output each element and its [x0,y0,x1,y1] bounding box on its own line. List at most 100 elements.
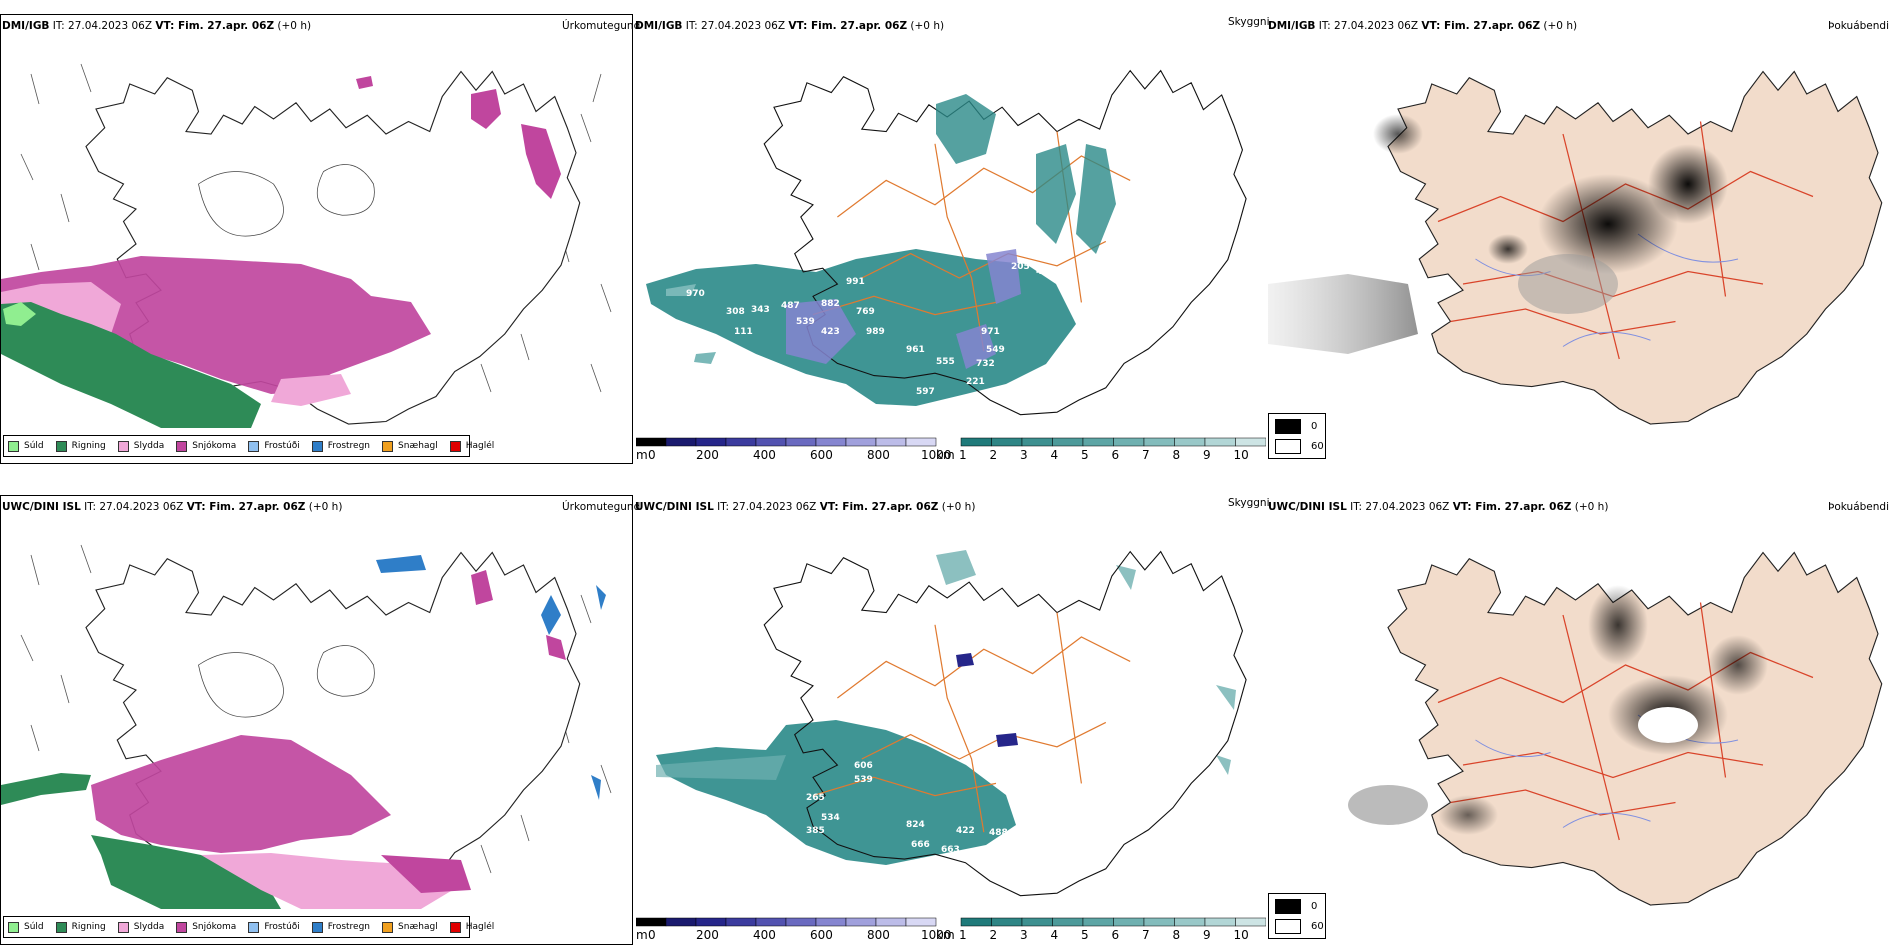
fog-type-label-2: Þokuábendi [1828,501,1889,513]
fog-swatch [1275,899,1301,914]
scale-swatch-m [785,917,817,927]
scale-tick-m: 200 [696,448,719,462]
fog-swatch [1275,919,1301,934]
scale-tick-km: 8 [1173,448,1181,462]
fog-swatch [1275,419,1301,434]
precip-title-2: UWC/DINI ISL IT: 27.04.2023 06Z VT: Fim.… [2,501,343,513]
precip-legend-1: Súld Rigning Slydda Snjókoma Frostúði Fr… [3,435,494,457]
visibility-value-label: 549 [986,345,1005,355]
fog-title-2: UWC/DINI ISL IT: 27.04.2023 06Z VT: Fim.… [1268,501,1609,513]
visibility-value-label: 385 [806,826,825,836]
scale-swatch-km [1235,917,1267,927]
visibility-value-label: 769 [856,307,875,317]
precip-panel-frame-1 [0,14,633,464]
precip-type-label-1: Úrkomutegund [562,20,641,32]
scale-swatch-km [991,917,1023,927]
scale-swatch-km [1204,917,1236,927]
visibility-value-label: 308 [726,307,745,317]
scale-tick-km: 10 [1234,448,1249,462]
visibility-scalebar-1: m 0 200 400 600 800 1000 km 1 2 3 4 5 6 7 8 9 10 [635,437,1267,465]
scale-tick-m: 600 [810,928,833,942]
scale-tick-m: 0 [648,928,656,942]
precip-legend-2: Súld Rigning Slydda Snjókoma Frostúði Fr… [3,916,494,938]
scale-swatch-m [755,917,787,927]
legend-item: Frostregn [311,921,370,933]
scale-tick-m: 400 [753,448,776,462]
visibility-type-label-1: Skyggni [1228,16,1270,28]
scale-tick-km: 6 [1112,448,1120,462]
legend-swatch [311,440,323,452]
scale-tick-km: 3 [1020,448,1028,462]
scale-unit-m: m [636,928,648,942]
legend-swatch [449,921,461,933]
scale-swatch-m [665,917,697,927]
scale-tick-km: 2 [990,928,998,942]
fog-title-1: DMI/IGB IT: 27.04.2023 06Z VT: Fim. 27.a… [1268,20,1578,32]
scale-tick-km: 1 [959,928,967,942]
scale-swatch-m [635,917,667,927]
scale-swatch-km [1235,437,1267,447]
visibility-value-label: 882 [821,299,840,309]
visibility-scalebar-2: m 0 200 400 600 800 1000 km 1 2 3 4 5 6 7 8 9 10 [635,917,1267,945]
legend-item: Slydda [117,440,164,452]
visibility-value-label: 422 [956,826,975,836]
visibility-value-label: 221 [966,377,985,387]
legend-item: Snæhagl [382,440,438,452]
visibility-value-label: 488 [989,828,1008,838]
visibility-value-label: 423 [821,327,840,337]
legend-swatch [248,440,260,452]
scale-swatch-km [1082,917,1114,927]
scale-swatch-m [695,917,727,927]
visibility-value-label: 555 [936,357,955,367]
visibility-value-label: 971 [981,327,1000,337]
fog-map-2 [1268,515,1898,915]
scale-swatch-km [1174,437,1206,447]
scale-swatch-km [991,437,1023,447]
visibility-value-label: 123 [906,409,925,419]
scale-tick-m: 0 [648,448,656,462]
legend-swatch [117,440,129,452]
legend-swatch [449,440,461,452]
precip-map-2 [1,515,632,909]
fog-legend-1: 0 60 [1268,413,1326,459]
visibility-value-label: 961 [906,345,925,355]
legend-swatch [248,921,260,933]
legend-item: Haglél [449,440,494,452]
scale-swatch-m [815,917,847,927]
scale-unit-km: km [936,448,955,462]
scale-unit-km: km [936,928,955,942]
visibility-value-label: 539 [796,317,815,327]
legend-swatch [176,921,188,933]
scale-tick-km: 5 [1081,448,1089,462]
fog-swatch [1275,439,1301,454]
scale-tick-m: 600 [810,448,833,462]
legend-item: Rigning [55,440,106,452]
scale-tick-km: 7 [1142,928,1150,942]
visibility-map-1: 970 308 343 111 487 882 991 769 539 423 989 961 555 7… [636,34,1266,434]
scale-swatch-km [1204,437,1236,447]
scale-tick-km: 4 [1051,448,1059,462]
scale-tick-m: 200 [696,928,719,942]
scale-swatch-km [1052,437,1084,447]
scale-tick-m: 400 [753,928,776,942]
scale-swatch-m [725,437,757,447]
scale-swatch-m [845,917,877,927]
visibility-value-label: 265 [806,793,825,803]
visibility-value-label: 666 [911,840,930,850]
scale-swatch-m [875,917,907,927]
scale-swatch-m [905,917,937,927]
visibility-value-label: 606 [854,761,873,771]
scale-swatch-m [905,437,937,447]
legend-item: Súld [8,921,44,933]
scale-tick-m: 1000 [921,928,952,942]
scale-swatch-km [960,917,992,927]
visibility-value-label: 732 [976,359,995,369]
visibility-value-label: 539 [854,775,873,785]
visibility-value-label: 991 [846,277,865,287]
visibility-title-2: UWC/DINI ISL IT: 27.04.2023 06Z VT: Fim.… [635,501,976,513]
visibility-value-label: 487 [781,301,800,311]
visibility-value-label: 434 [1036,267,1055,277]
scale-tick-km: 8 [1173,928,1181,942]
legend-swatch [176,440,188,452]
legend-item: Frostúði [248,440,300,452]
